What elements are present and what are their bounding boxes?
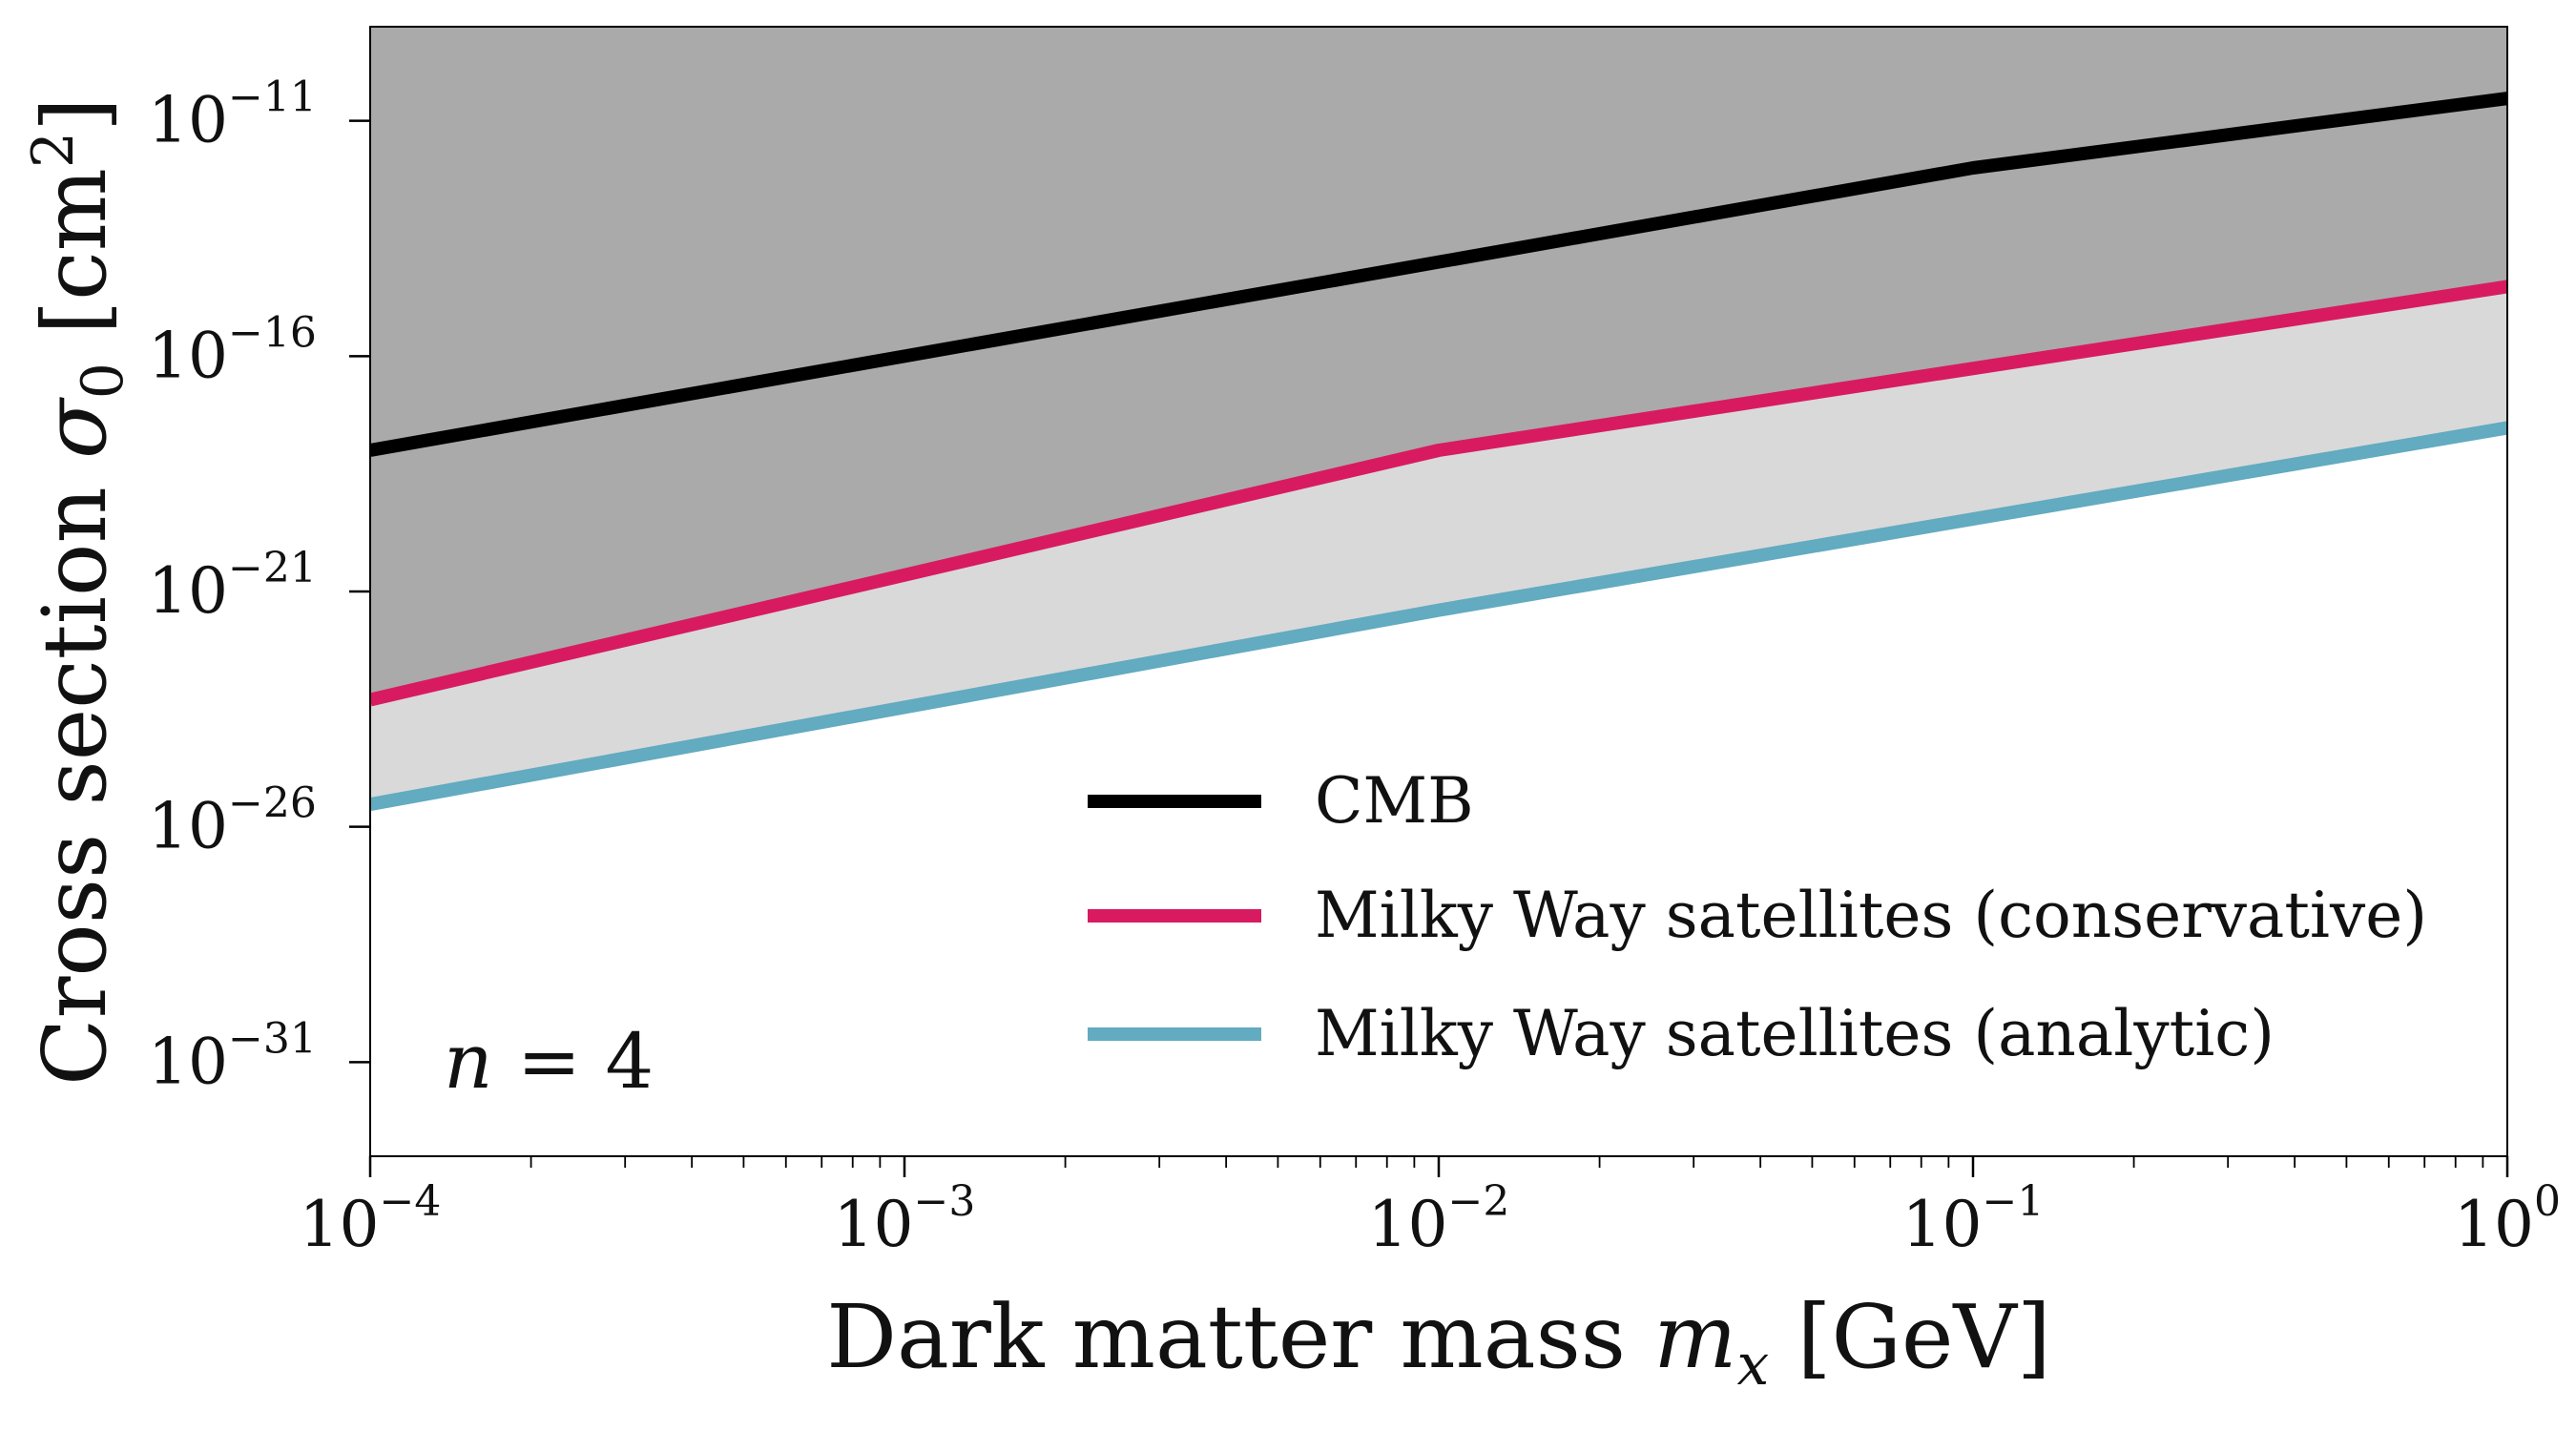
- x-tick-label: 10−1: [1902, 1177, 2045, 1261]
- line-satellites-conservative: [370, 280, 2507, 707]
- y-tick-label: 10−31: [148, 1014, 317, 1098]
- line-cmb: [370, 92, 2507, 457]
- y-tick-label: 10−21: [148, 544, 317, 628]
- y-axis-label: Cross section σ0 [cm2]: [20, 97, 136, 1086]
- series-lines: [370, 92, 2507, 812]
- legend-label-cmb: CMB: [1315, 764, 1474, 838]
- annotation-n: n = 4: [444, 1017, 654, 1106]
- x-tick-label: 10−4: [300, 1177, 442, 1261]
- exclusion-regions: [370, 27, 2507, 805]
- y-tick-label: 10−26: [148, 779, 317, 863]
- y-tick-label: 10−16: [148, 308, 317, 392]
- x-tick-label: 10−2: [1368, 1177, 1510, 1261]
- x-tick-label: 10−3: [834, 1177, 976, 1261]
- x-axis-label: Dark matter mass mx [GeV]: [826, 1286, 2051, 1399]
- y-axis-ticks: 10−11 10−16 10−21 10−26 10−31: [148, 73, 370, 1098]
- legend: CMB Milky Way satellites (conservative) …: [1088, 764, 2427, 1070]
- x-tick-label: 100: [2454, 1177, 2561, 1261]
- legend-label-conservative: Milky Way satellites (conservative): [1315, 879, 2427, 952]
- x-axis-ticks: 10−4 10−3 10−2 10−1 100: [300, 1156, 2561, 1261]
- line-satellites-analytic: [370, 421, 2507, 812]
- legend-label-analytic: Milky Way satellites (analytic): [1315, 997, 2275, 1070]
- y-tick-label: 10−11: [148, 73, 317, 157]
- fill-cmb-excluded: [370, 27, 2507, 700]
